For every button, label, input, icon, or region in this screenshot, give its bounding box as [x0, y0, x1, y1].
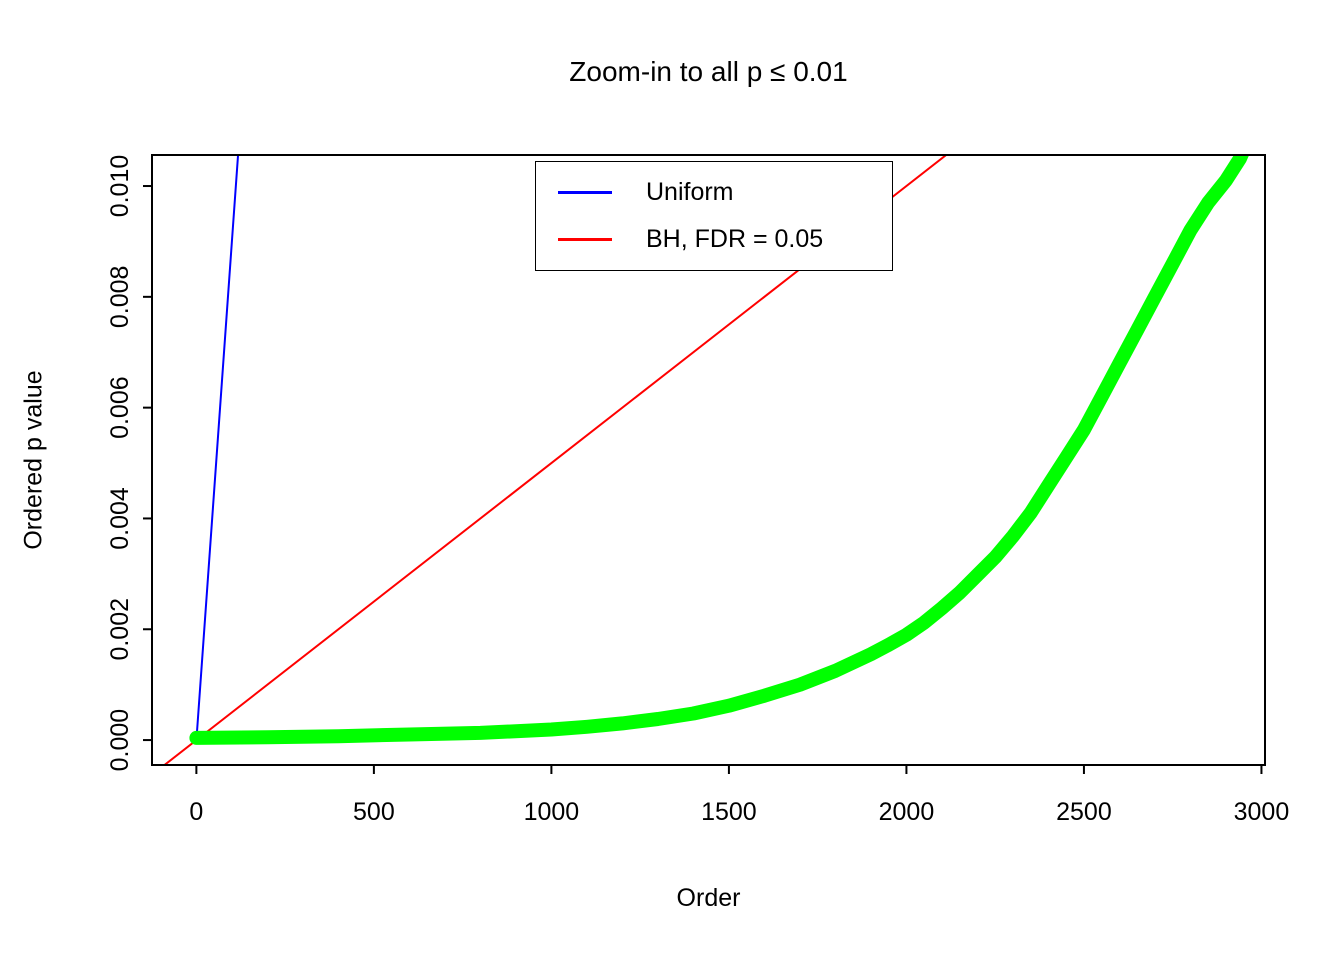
legend-item-uniform: Uniform [536, 177, 892, 209]
x-tick-label: 2500 [1056, 798, 1112, 826]
legend-label-bh: BH, FDR = 0.05 [646, 224, 824, 253]
x-axis-title: Order [676, 884, 741, 912]
y-tick-label: 0.002 [106, 598, 134, 661]
legend-line-swatch-bh [558, 237, 612, 241]
legend-line-swatch-uniform [558, 191, 612, 195]
x-tick-label: 1500 [701, 798, 757, 826]
y-tick-label: 0.010 [106, 155, 134, 218]
chart-title: Zoom-in to all p ≤ 0.01 [569, 56, 848, 87]
x-tick-label: 500 [353, 798, 395, 826]
y-axis-title: Ordered p value [19, 370, 48, 550]
y-tick-label: 0.004 [106, 487, 134, 550]
x-tick-label: 0 [189, 798, 203, 826]
y-tick-label: 0.008 [106, 266, 134, 329]
legend-item-bh: BH, FDR = 0.05 [536, 223, 892, 255]
plot-box [151, 154, 1266, 766]
y-tick-label: 0.000 [106, 709, 134, 772]
legend-label-uniform: Uniform [646, 178, 734, 207]
x-tick-label: 1000 [524, 798, 580, 826]
x-tick-label: 3000 [1234, 798, 1290, 826]
series-uniform [195, 155, 240, 742]
legend: Uniform BH, FDR = 0.05 [535, 161, 893, 271]
y-tick-label: 0.006 [106, 376, 134, 439]
series-observed-p-values [189, 155, 1250, 745]
x-tick-label: 2000 [879, 798, 935, 826]
